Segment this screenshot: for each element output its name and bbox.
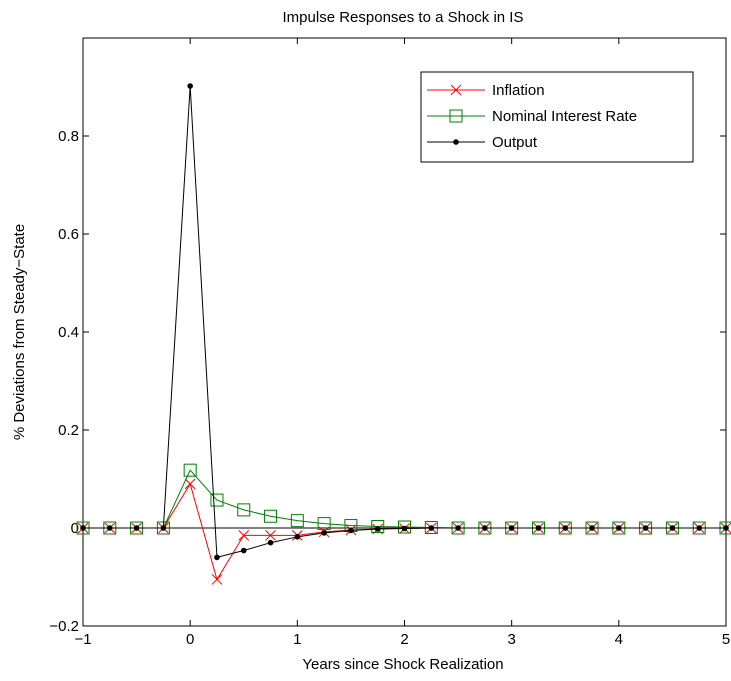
legend-label: Inflation <box>492 82 545 99</box>
data-point-output <box>455 525 461 531</box>
data-point-output <box>348 527 354 534</box>
x-tick-label: 0 <box>186 631 194 648</box>
chart-title: Impulse Responses to a Shock in IS <box>283 9 524 26</box>
y-tick-label: 0.8 <box>58 128 79 145</box>
data-point-output <box>616 525 622 531</box>
legend-marker <box>449 109 463 123</box>
data-point-output <box>160 525 167 531</box>
data-point-nominal-interest-rate <box>317 517 331 531</box>
legend: Inflation Nominal Interest Rate Output <box>420 71 694 163</box>
legend-marker <box>450 84 462 96</box>
data-point-inflation <box>265 529 276 541</box>
data-point-output <box>133 525 140 531</box>
legend-item-inflation: Inflation <box>427 82 545 99</box>
x-tick-label: 1 <box>293 631 301 648</box>
legend-box <box>420 71 694 163</box>
x-tick-label: 2 <box>400 631 408 648</box>
data-point-nominal-interest-rate <box>290 514 304 528</box>
data-point-output <box>508 525 515 531</box>
data-point-output <box>374 526 381 532</box>
data-point-output <box>294 534 301 540</box>
legend-item-output: Output <box>427 134 538 151</box>
y-tick-label: 0.2 <box>58 422 79 439</box>
data-point-output <box>401 525 408 532</box>
data-point-nominal-interest-rate <box>237 503 251 517</box>
data-point-output <box>80 525 86 531</box>
data-point-nominal-interest-rate <box>371 520 385 534</box>
data-point-output <box>669 525 676 531</box>
data-point-output <box>482 525 488 531</box>
data-point-output <box>535 525 542 531</box>
data-point-output <box>723 525 729 531</box>
y-tick-label: 0.4 <box>58 324 79 341</box>
x-tick-label: 4 <box>615 631 623 648</box>
data-point-output <box>589 525 595 531</box>
data-point-output <box>562 525 569 531</box>
data-point-nominal-interest-rate <box>398 520 411 534</box>
data-point-inflation <box>211 574 223 585</box>
y-tick-label: 0.6 <box>58 226 79 243</box>
data-point-nominal-interest-rate <box>183 463 197 477</box>
data-point-output <box>642 525 649 531</box>
data-point-nominal-interest-rate <box>210 493 224 507</box>
x-tick-label: 5 <box>722 631 730 648</box>
data-point-output <box>696 525 703 531</box>
legend-item-nominal-interest-rate: Nominal Interest Rate <box>427 108 637 125</box>
data-point-output <box>214 554 220 561</box>
data-point-output <box>106 525 113 531</box>
x-axis-label: Years since Shock Realization <box>302 656 503 673</box>
data-point-output <box>240 547 247 554</box>
data-point-inflation <box>238 529 250 541</box>
legend-label: Output <box>492 134 538 151</box>
data-point-nominal-interest-rate <box>264 509 278 523</box>
x-tick-label: −1 <box>74 631 91 648</box>
data-point-output <box>187 83 193 89</box>
series-output <box>80 83 729 561</box>
y-tick-label: 0 <box>71 520 79 537</box>
data-point-output <box>321 530 327 536</box>
y-tick-label: −0.2 <box>49 618 79 635</box>
data-point-output <box>267 539 274 546</box>
data-point-output <box>428 525 435 531</box>
data-point-inflation <box>184 478 196 490</box>
x-tick-label: 3 <box>507 631 515 648</box>
y-axis-label: % Deviations from Steady−State <box>11 224 28 440</box>
legend-marker <box>453 139 459 145</box>
legend-label: Nominal Interest Rate <box>492 108 637 125</box>
